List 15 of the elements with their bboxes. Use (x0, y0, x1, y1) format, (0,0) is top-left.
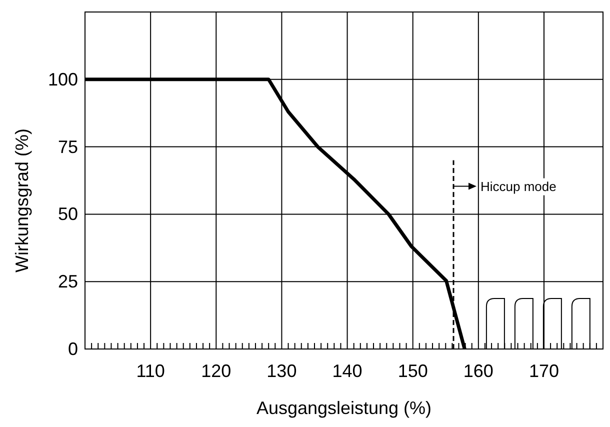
x-tick-label: 170 (528, 361, 560, 381)
x-tick-label: 150 (398, 361, 428, 381)
y-tick-label: 25 (58, 272, 78, 292)
x-axis-title: Ausgangsleistung (%) (256, 398, 432, 418)
x-tick-label: 110 (136, 361, 165, 381)
y-tick-label: 75 (58, 136, 78, 157)
x-tick-label: 130 (266, 361, 297, 381)
x-tick-label: 160 (463, 361, 494, 381)
y-axis-title: Wirkungsgrad (%) (12, 128, 32, 273)
y-tick-label: 0 (68, 339, 78, 359)
y-tick-label: 100 (48, 69, 78, 90)
x-tick-label: 140 (332, 361, 362, 381)
ref-line-label: Hiccup mode (480, 178, 556, 194)
y-tick-label: 50 (58, 204, 78, 224)
x-tick-label: 120 (201, 361, 232, 381)
